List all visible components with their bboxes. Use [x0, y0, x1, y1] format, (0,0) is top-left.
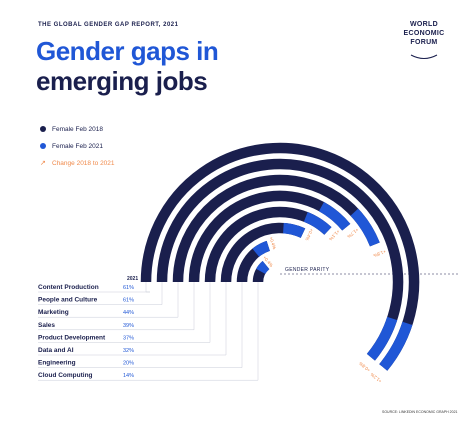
logo-line-1: WORLD [410, 21, 438, 28]
arc-2021-bar [318, 202, 351, 231]
category-label: Engineering [38, 360, 76, 367]
parity-label: GENDER PARITY [285, 267, 330, 273]
legend-dot-2021-icon [40, 143, 46, 149]
value-label: 44% [123, 310, 134, 316]
arc-2021-bar [303, 212, 332, 235]
legend-label-change: Change 2018 to 2021 [52, 159, 115, 167]
value-label: 61% [123, 298, 134, 304]
title-line-1: Gender gaps in [36, 36, 219, 66]
title-line-2: emerging jobs [36, 66, 208, 96]
change-label: +1.1% [328, 229, 340, 242]
change-label: +0.8% [358, 361, 371, 373]
logo-line-2: ECONOMIC [403, 30, 445, 37]
value-label: 32% [123, 348, 134, 354]
category-label: Marketing [38, 309, 69, 316]
change-label: +1.8% [373, 249, 387, 258]
arc-2018-bar [172, 174, 380, 283]
arc-2021-bar [379, 321, 413, 371]
arc-2018-bar [140, 142, 420, 371]
value-label: 14% [123, 373, 134, 379]
page-title: Gender gaps in emerging jobs [36, 36, 296, 96]
legend-label-2021: Female Feb 2021 [52, 142, 103, 150]
category-label: Product Development [38, 334, 106, 341]
legend-item-2018: Female Feb 2018 [40, 122, 115, 136]
logo-arc-icon [410, 54, 438, 59]
arc-2021-bar [252, 240, 271, 257]
category-label: Data and AI [38, 347, 74, 354]
arc-2021-bar [350, 208, 380, 247]
category-label: People and Culture [38, 297, 98, 304]
value-label: 61% [123, 285, 134, 291]
wef-logo: WORLD ECONOMIC FORUM [396, 20, 452, 65]
legend-item-2021: Female Feb 2021 [40, 139, 115, 153]
legend-dot-2018-icon [40, 126, 46, 132]
category-label: Sales [38, 322, 55, 329]
category-label: Content Production [38, 284, 99, 291]
value-label: 20% [123, 361, 134, 367]
logo-line-3: FORUM [410, 39, 438, 46]
source-note: SOURCE: LINKEDIN ECONOMIC GRAPH 2021 [382, 410, 458, 414]
table-column-header: 2021 [127, 276, 138, 282]
report-eyebrow: THE GLOBAL GENDER GAP REPORT, 2021 [38, 22, 179, 28]
arc-2018-bar [156, 158, 404, 361]
value-label: 37% [123, 335, 134, 341]
arc-2021-bar [366, 316, 398, 361]
change-label: +0.4% [304, 228, 314, 242]
change-label: +0.4% [268, 236, 277, 250]
legend: Female Feb 2018 Female Feb 2021 ↗ Change… [40, 122, 115, 173]
legend-item-change: ↗ Change 2018 to 2021 [40, 156, 115, 170]
change-arrows-icon: ↗ [40, 160, 46, 167]
value-label: 39% [123, 323, 134, 329]
arc-2021-bar [256, 261, 270, 275]
legend-label-2018: Female Feb 2018 [52, 125, 103, 133]
arc-2021-bar [282, 222, 306, 238]
change-label: +1.7% [346, 227, 359, 239]
change-label: +1.2% [370, 372, 383, 384]
category-label: Cloud Computing [38, 372, 93, 379]
